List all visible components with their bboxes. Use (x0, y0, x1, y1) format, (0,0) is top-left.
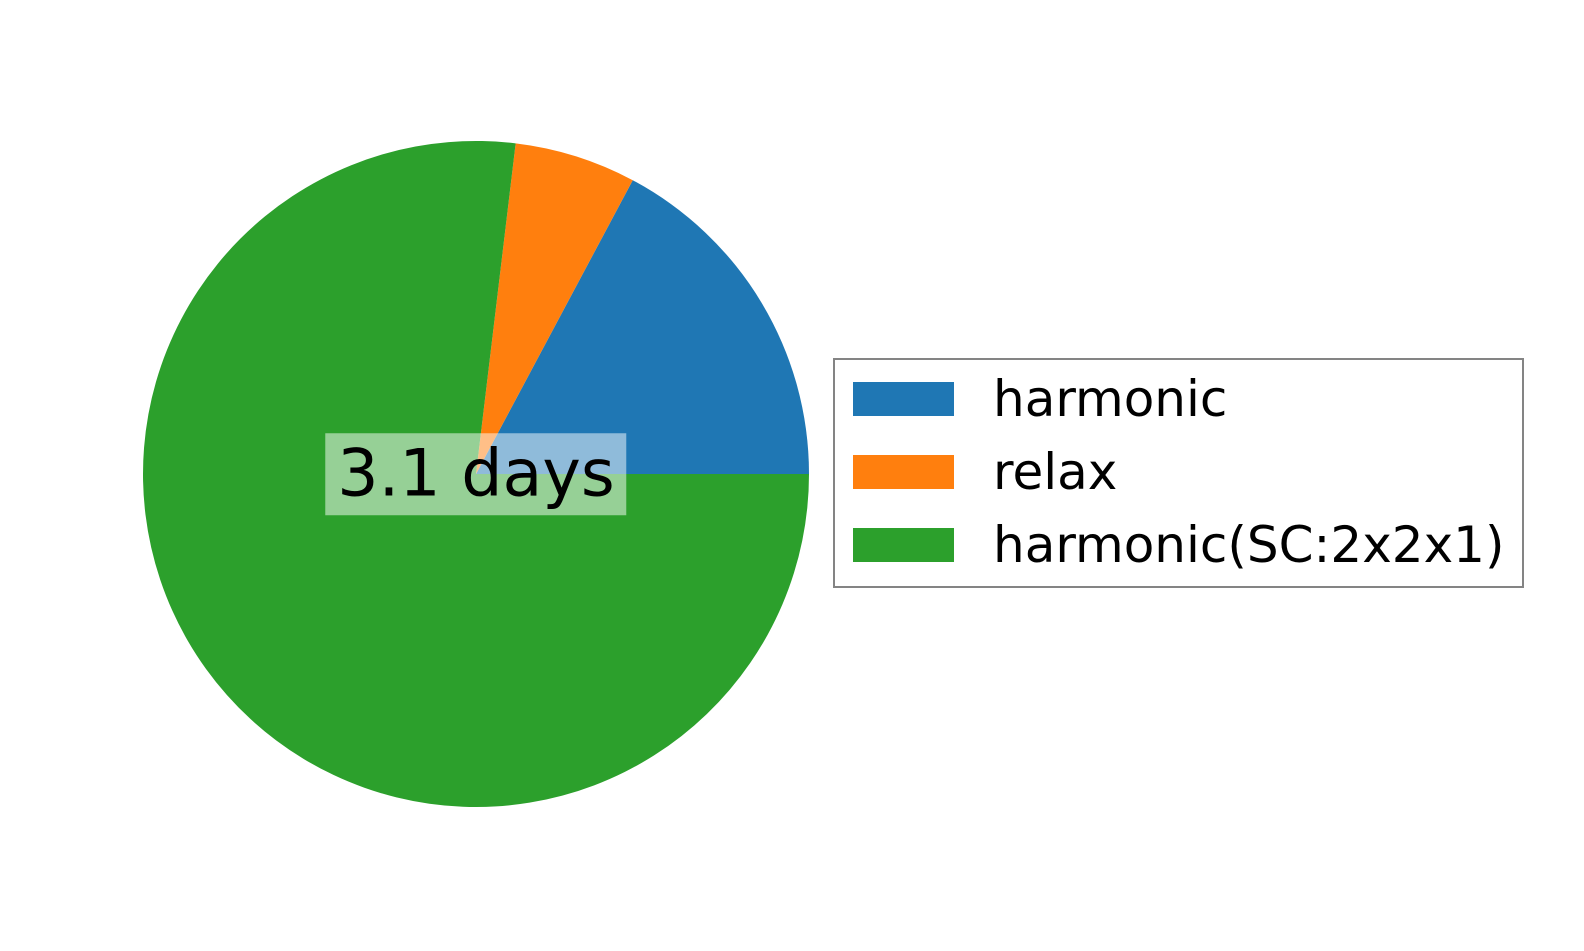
pie-slice-harmonic (476, 180, 809, 474)
legend: harmonic relax harmonic(SC:2x2x1) (833, 358, 1524, 588)
legend-item-relax: relax (835, 435, 1522, 508)
pie-slice-harmonic-sc-2x2x1 (143, 140, 810, 807)
pie-center-label: 3.1 days (325, 433, 627, 515)
legend-swatch-harmonic (853, 381, 954, 416)
legend-label-harmonic: harmonic (993, 369, 1228, 428)
legend-label-relax: relax (993, 442, 1118, 501)
legend-item-harmonic: harmonic (835, 362, 1522, 435)
legend-swatch-harmonic-sc-2x2x1 (853, 527, 954, 562)
pie-slice-relax (476, 143, 633, 474)
legend-swatch-relax (853, 454, 954, 489)
legend-label-harmonic-sc-2x2x1: harmonic(SC:2x2x1) (993, 515, 1505, 574)
legend-item-harmonic-sc-2x2x1: harmonic(SC:2x2x1) (835, 508, 1522, 581)
